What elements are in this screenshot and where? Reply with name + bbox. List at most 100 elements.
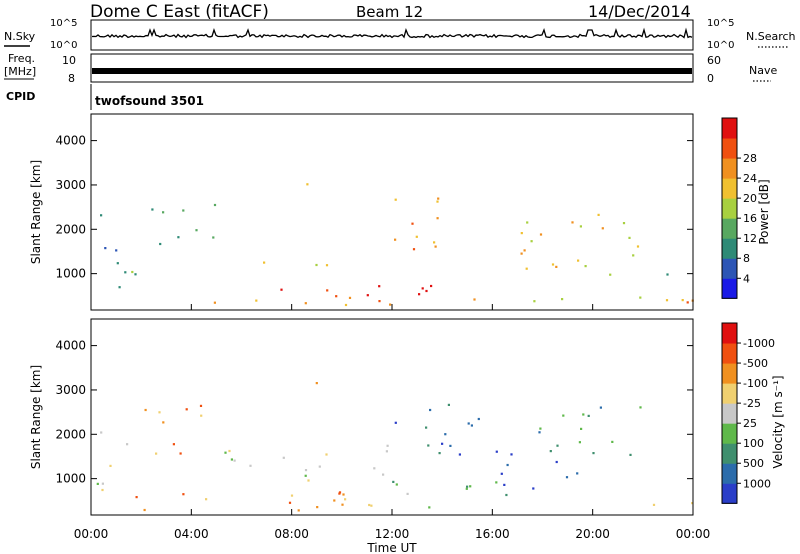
- velocity-panel: 1000 2000 3000 4000 Slant Range [km] 1000 50…: [29, 318, 785, 516]
- time-tick-label: 00:00: [676, 527, 711, 541]
- range-tick-label: 1000: [55, 267, 86, 281]
- data-cell: [495, 450, 498, 453]
- data-cell: [182, 209, 185, 212]
- colorbar-tick-label: 16: [743, 212, 757, 225]
- data-cell: [344, 498, 347, 501]
- data-cell: [470, 424, 473, 427]
- data-cell: [394, 238, 397, 241]
- data-cell: [438, 452, 441, 455]
- data-cell: [412, 248, 416, 251]
- data-cell: [469, 485, 472, 488]
- data-cell: [131, 270, 134, 274]
- data-cell: [466, 485, 469, 488]
- data-cell: [306, 183, 309, 186]
- range-tick-label: 2000: [55, 222, 86, 236]
- data-cell: [304, 469, 308, 472]
- data-cell: [335, 295, 338, 298]
- data-cell: [199, 404, 203, 407]
- data-cell: [639, 296, 642, 299]
- noise-left-label: N.Sky: [4, 30, 36, 43]
- colorbar-tick-label: 24: [743, 172, 757, 185]
- data-cell: [255, 299, 258, 302]
- colorbar-swatch: [722, 363, 737, 384]
- time-axis: 00:00 04:00 08:00 12:00 16:00 20:00 00:00: [74, 304, 711, 541]
- data-cell: [599, 406, 602, 409]
- data-cell: [280, 288, 283, 291]
- data-cell: [539, 427, 542, 430]
- data-cell: [597, 213, 600, 216]
- data-cell: [579, 225, 582, 228]
- data-cell: [532, 487, 535, 490]
- data-cell: [378, 285, 381, 288]
- data-cell: [315, 382, 318, 385]
- colorbar-swatch: [722, 343, 737, 364]
- data-cell: [297, 509, 300, 512]
- data-cell: [629, 453, 632, 456]
- colorbar-swatch: [722, 443, 737, 464]
- colorbar-swatch: [722, 238, 737, 259]
- data-cell: [506, 463, 509, 467]
- data-cell: [418, 293, 421, 296]
- data-cell: [434, 245, 437, 248]
- data-cell: [200, 414, 203, 417]
- data-cell: [555, 265, 558, 268]
- data-cell: [344, 303, 348, 307]
- data-cell: [249, 464, 252, 467]
- data-cell: [430, 284, 433, 288]
- data-cell: [520, 252, 523, 255]
- data-cell: [325, 453, 328, 456]
- colorbar-swatch: [722, 178, 737, 199]
- beam-title: Beam 12: [356, 3, 423, 21]
- data-cell: [96, 482, 99, 485]
- cpid-program: twofsound 3501: [95, 94, 204, 108]
- data-cell: [503, 483, 506, 486]
- colorbar-swatch: [722, 218, 737, 239]
- power-colorbar-label: Power [dB]: [757, 179, 771, 244]
- data-cell: [386, 444, 389, 447]
- power-panel: 1000 2000 3000 4000 Slant Range [km] 4 8 12 16…: [29, 113, 771, 311]
- data-cell: [104, 247, 107, 250]
- freq-tick-bottom: 8: [68, 72, 75, 85]
- data-cell: [342, 493, 345, 496]
- data-cell: [389, 303, 392, 306]
- data-cell: [411, 222, 414, 225]
- data-cell: [228, 449, 231, 453]
- freq-unit-label: [MHz]: [4, 65, 36, 78]
- frequency-band: [92, 68, 692, 74]
- time-tick-label: 00:00: [74, 527, 109, 541]
- colorbar-tick-label: 1000: [743, 477, 771, 490]
- data-cell: [394, 421, 397, 424]
- velocity-colorbar: 1000 500 100 25 -25 -100 -500 -1000: [721, 322, 775, 504]
- data-cell: [473, 298, 476, 301]
- data-cell: [182, 493, 185, 496]
- power-colorbar: 4 8 12 16 20 24 28: [721, 117, 757, 299]
- colorbar-swatch: [722, 423, 737, 444]
- data-cell: [282, 456, 285, 459]
- data-cell: [134, 273, 137, 276]
- colorbar-swatch: [722, 158, 737, 179]
- colorbar-frame: [721, 117, 738, 299]
- data-cell: [495, 481, 498, 484]
- data-cell: [135, 496, 138, 499]
- data-cell: [338, 491, 342, 494]
- data-cell: [538, 431, 541, 434]
- data-cell: [172, 443, 175, 446]
- colorbar-tick-label: -1000: [743, 337, 775, 350]
- data-cell: [144, 408, 147, 412]
- data-cell: [523, 249, 526, 252]
- data-cell: [304, 302, 307, 305]
- data-cell: [382, 473, 385, 476]
- data-cell: [143, 508, 146, 512]
- nave-tick-top: 60: [707, 54, 721, 67]
- data-cell: [686, 301, 689, 304]
- data-cell: [318, 465, 321, 468]
- data-cell: [587, 414, 590, 417]
- colorbar-tick-label: -100: [743, 377, 768, 390]
- data-cell: [622, 222, 626, 225]
- data-cell: [315, 263, 318, 267]
- data-cell: [378, 300, 381, 303]
- data-cell: [582, 413, 585, 416]
- data-cell: [205, 498, 208, 501]
- colorbar-frame: [721, 322, 738, 504]
- data-cell: [179, 452, 182, 455]
